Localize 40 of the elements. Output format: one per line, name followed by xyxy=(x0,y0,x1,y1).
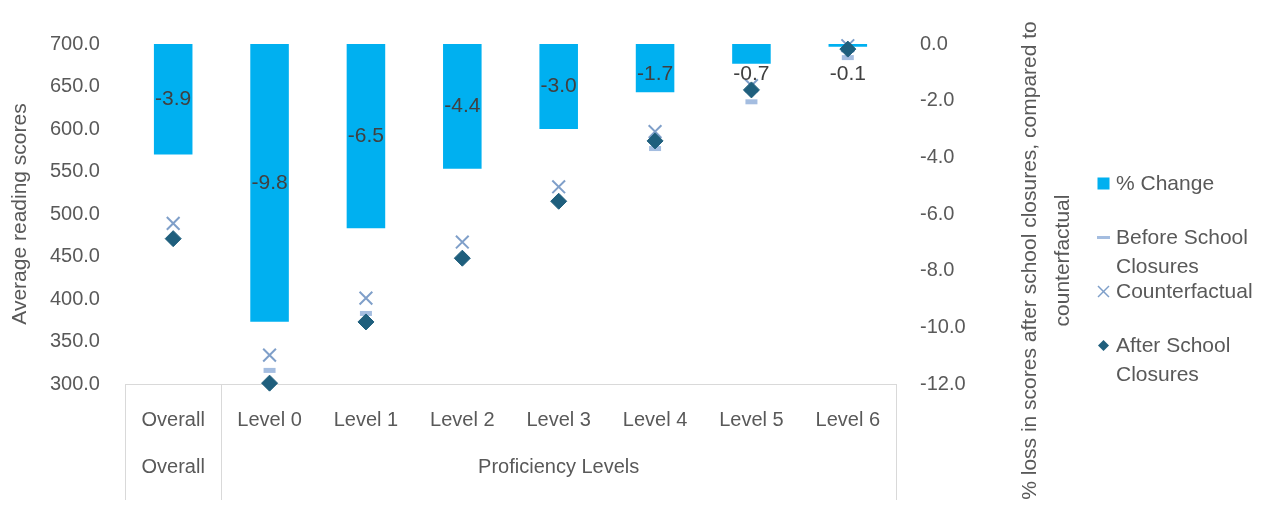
y-axis-title: Average reading scores xyxy=(7,103,31,325)
text: Proficiency Levels xyxy=(478,454,640,477)
y-tick-label: 500.0 xyxy=(49,201,100,224)
y2-axis-title: % loss in scores after school closures, compared to counterfactual xyxy=(1016,21,1073,500)
y2-tick-label: -6.0 xyxy=(920,201,955,224)
data-label: -3.0 xyxy=(540,73,577,97)
data-label: -4.4 xyxy=(444,93,481,117)
y2-tick-label: 0.0 xyxy=(920,31,948,54)
legend-label: Before School Closures xyxy=(1116,223,1249,279)
text: Overall xyxy=(141,454,205,477)
y2-tick-label: -2.0 xyxy=(920,88,955,111)
x-tick-label: Level 0 xyxy=(237,407,302,430)
data-label: -0.7 xyxy=(733,60,770,84)
data-label: -3.9 xyxy=(155,86,192,110)
x-tick-label: Level 1 xyxy=(333,407,399,430)
legend-label: After School Closures xyxy=(1116,331,1232,387)
legend-label: Counterfactual xyxy=(1116,277,1253,304)
y-tick-label: 550.0 xyxy=(49,159,100,182)
y2-tick-label: -4.0 xyxy=(920,144,955,167)
y2-tick-label: -10.0 xyxy=(920,314,966,337)
y-tick-label: 700.0 xyxy=(49,31,100,54)
y-tick-label: 650.0 xyxy=(49,74,100,97)
legend-label: % Change xyxy=(1116,169,1215,196)
y-tick-label: 450.0 xyxy=(49,244,100,267)
x-tick-label: Overall xyxy=(141,407,205,430)
y2-tick-label: -8.0 xyxy=(920,258,955,281)
data-label: -6.5 xyxy=(347,122,385,146)
y-tick-label: 400.0 xyxy=(49,286,100,309)
data-label: -0.1 xyxy=(829,60,866,84)
y2-tick-label: -12.0 xyxy=(920,371,966,394)
y-tick-label: 350.0 xyxy=(49,329,100,352)
x-tick-label: Level 4 xyxy=(622,407,688,430)
x-tick-label: Level 6 xyxy=(815,407,881,430)
y-tick-label: 600.0 xyxy=(49,116,100,139)
x-tick-label: Level 3 xyxy=(526,407,591,430)
x-tick-label: Level 2 xyxy=(430,407,495,430)
data-label: -9.8 xyxy=(251,169,288,193)
x-tick-label: Level 5 xyxy=(719,407,784,430)
data-label: -1.7 xyxy=(636,60,674,84)
y-tick-label: 300.0 xyxy=(49,371,100,394)
